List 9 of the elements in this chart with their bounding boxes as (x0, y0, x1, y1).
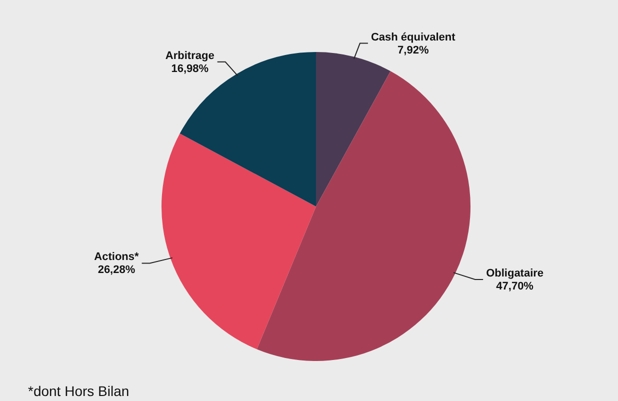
text: *dont Hors Bilan (28, 383, 130, 399)
slice-label: Obligataire (486, 268, 544, 280)
slice-label: Arbitrage (165, 50, 214, 62)
data-label: 26,28% (98, 264, 136, 276)
data-label: 16,98% (171, 62, 209, 75)
slice-label: Actions* (94, 251, 140, 264)
data-label: 7,92% (398, 44, 429, 56)
slice-label: Cash équivalent (370, 31, 456, 44)
data-label: 47,70% (496, 280, 534, 293)
